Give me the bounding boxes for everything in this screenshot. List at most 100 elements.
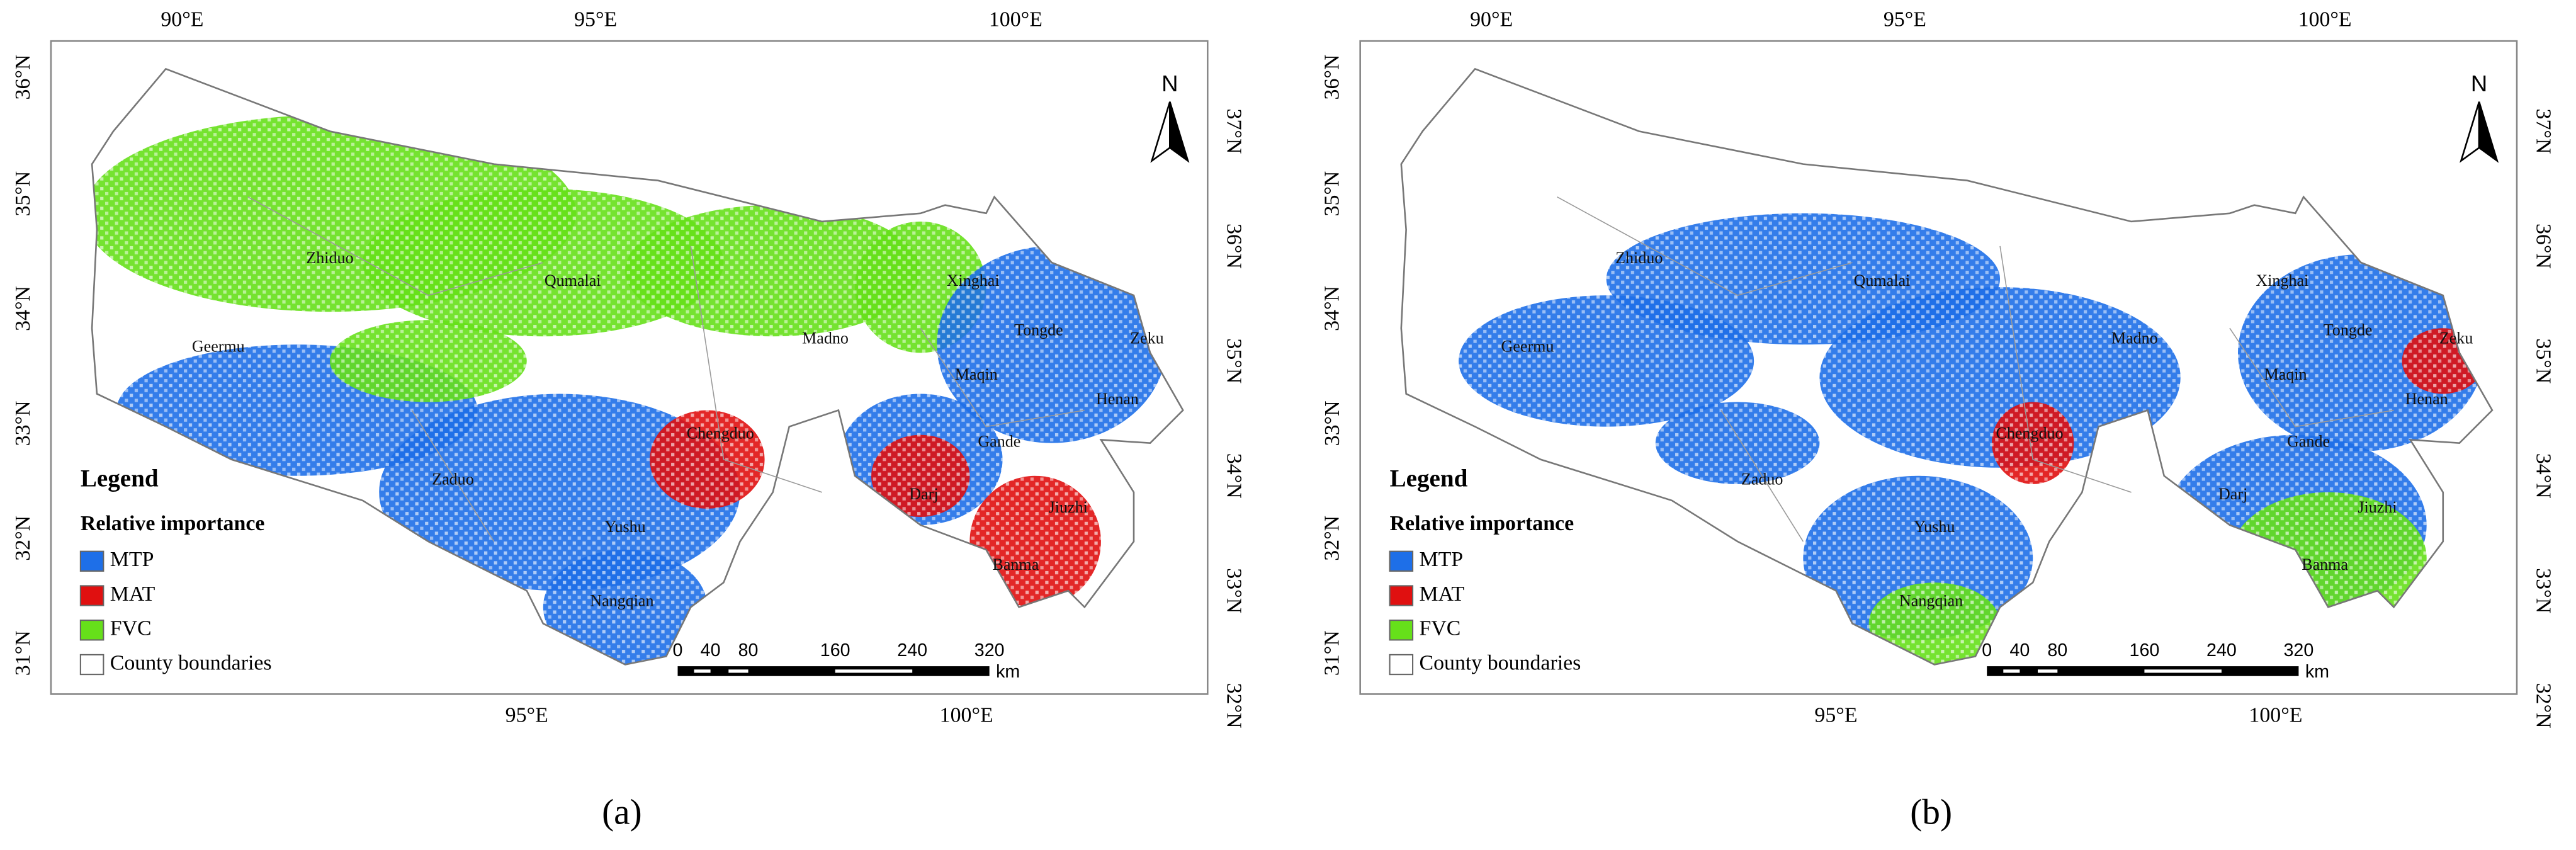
place-label: Nangqian bbox=[1899, 591, 1963, 609]
lat-label: 32°N bbox=[1321, 516, 1344, 561]
lat-label: 33°N bbox=[1321, 400, 1344, 446]
lat-label: 36°N bbox=[1223, 224, 1246, 269]
county-boundary bbox=[920, 327, 1085, 428]
legend-subtitle: Relative importance bbox=[1390, 512, 1574, 535]
place-label: Nangqian bbox=[590, 591, 653, 609]
lat-label: 31°N bbox=[11, 630, 35, 676]
map-frame bbox=[1359, 40, 2518, 695]
scale-label: 0 bbox=[1982, 640, 1992, 660]
lon-label: 100°E bbox=[940, 704, 993, 727]
lat-label: 32°N bbox=[1223, 683, 1246, 728]
north-label: N bbox=[1161, 71, 1178, 96]
north-label: N bbox=[2471, 71, 2487, 96]
lon-label: 100°E bbox=[2298, 8, 2352, 31]
place-label: Zeku bbox=[1130, 329, 1164, 347]
place-label: Henan bbox=[2405, 390, 2448, 408]
place-label: Maqin bbox=[2264, 365, 2307, 383]
scale-label: 160 bbox=[2130, 640, 2160, 660]
lat-label: 32°N bbox=[11, 516, 35, 561]
legend-swatch bbox=[1389, 585, 1414, 606]
scale-label: 40 bbox=[2009, 640, 2030, 660]
scale-bar-segment bbox=[2003, 669, 2020, 673]
scale-bar-segment bbox=[2038, 669, 2058, 673]
place-label: Yushu bbox=[605, 518, 646, 536]
scale-label: 240 bbox=[897, 640, 927, 660]
place-label: Xinghai bbox=[947, 271, 1000, 290]
place-label: Zhiduo bbox=[306, 249, 353, 267]
legend-item: MAT bbox=[1419, 582, 1464, 606]
lon-label: 100°E bbox=[2249, 704, 2302, 727]
legend-item: County boundaries bbox=[1419, 651, 1581, 674]
legend-item: MTP bbox=[1419, 548, 1463, 571]
legend-item: MAT bbox=[110, 582, 155, 606]
legend-title: Legend bbox=[1390, 465, 1468, 492]
scale-bar-segment bbox=[728, 669, 749, 673]
place-label: Qumalai bbox=[1854, 271, 1911, 290]
place-label: Jiuzhi bbox=[2358, 498, 2397, 516]
place-label: Zaduo bbox=[432, 470, 474, 489]
lat-label: 31°N bbox=[1321, 630, 1344, 676]
lon-label: 95°E bbox=[574, 8, 617, 31]
scale-label: 160 bbox=[820, 640, 850, 660]
place-label: Madno bbox=[2111, 329, 2158, 347]
place-label: Henan bbox=[1096, 390, 1139, 408]
place-label: Chengduo bbox=[687, 424, 754, 443]
place-label: Zeku bbox=[2439, 329, 2473, 347]
legend-swatch bbox=[79, 654, 105, 676]
panel-caption: (b) bbox=[1910, 792, 1952, 832]
legend-swatch bbox=[1389, 550, 1414, 572]
lat-label: 37°N bbox=[1223, 109, 1246, 154]
lat-label: 35°N bbox=[2531, 338, 2555, 383]
place-label: Xinghai bbox=[2256, 271, 2308, 290]
lat-label: 33°N bbox=[1223, 568, 1246, 613]
scale-label: 40 bbox=[701, 640, 721, 660]
scale-label: 80 bbox=[738, 640, 759, 660]
place-label: Tongde bbox=[2324, 320, 2373, 339]
legend-item: MTP bbox=[110, 548, 154, 571]
legend-swatch bbox=[1389, 654, 1414, 676]
legend-swatch bbox=[79, 550, 105, 572]
county-boundary bbox=[1557, 196, 1853, 296]
region-outline bbox=[91, 67, 1184, 666]
place-label: Zhiduo bbox=[1615, 249, 1663, 267]
scale-bar bbox=[1987, 666, 2299, 676]
lon-label: 95°E bbox=[1814, 704, 1857, 727]
scale-bar-segment bbox=[694, 669, 711, 673]
place-label: Qumalai bbox=[545, 271, 601, 290]
place-label: Zaduo bbox=[1741, 470, 1783, 489]
map-panel: 90°E 95°E 100°E 95°E 100°E 36°N 35°N 34°N 33°N 32… bbox=[1321, 8, 2555, 832]
map-frame bbox=[50, 40, 1209, 695]
lat-label: 36°N bbox=[2531, 224, 2555, 269]
county-boundary bbox=[247, 196, 544, 296]
scale-unit: km bbox=[2305, 662, 2329, 682]
lon-label: 95°E bbox=[1884, 8, 1926, 31]
lat-label: 34°N bbox=[1321, 286, 1344, 331]
panel-caption: (a) bbox=[602, 792, 642, 832]
legend-swatch bbox=[1389, 620, 1414, 641]
place-label: Gande bbox=[2287, 433, 2330, 451]
north-arrow bbox=[1150, 101, 1171, 163]
legend-subtitle: Relative importance bbox=[81, 512, 265, 535]
legend-item: County boundaries bbox=[110, 651, 272, 674]
lat-label: 35°N bbox=[1321, 171, 1344, 217]
scale-bar-segment bbox=[2144, 669, 2222, 673]
scale-bar-segment bbox=[835, 669, 913, 673]
scale-unit: km bbox=[996, 662, 1020, 682]
lat-label: 33°N bbox=[11, 400, 35, 446]
county-boundary bbox=[690, 246, 823, 493]
county-boundary bbox=[1720, 410, 1804, 542]
place-label: Banma bbox=[992, 555, 1039, 574]
lon-label: 90°E bbox=[1470, 8, 1513, 31]
lon-label: 90°E bbox=[161, 8, 203, 31]
legend-swatch bbox=[79, 585, 105, 606]
north-arrow bbox=[2478, 101, 2499, 163]
map-panel: 90°E 95°E 100°E 95°E 100°E 36°N 35°N 34°N 33°N 32… bbox=[11, 8, 1246, 832]
lat-label: 34°N bbox=[1223, 453, 1246, 499]
place-label: Darj bbox=[909, 485, 938, 503]
lat-label: 36°N bbox=[1321, 55, 1344, 100]
place-label: Madno bbox=[802, 329, 849, 347]
place-label: Yushu bbox=[1914, 518, 1955, 536]
scale-label: 80 bbox=[2047, 640, 2067, 660]
lon-label: 100°E bbox=[989, 8, 1042, 31]
